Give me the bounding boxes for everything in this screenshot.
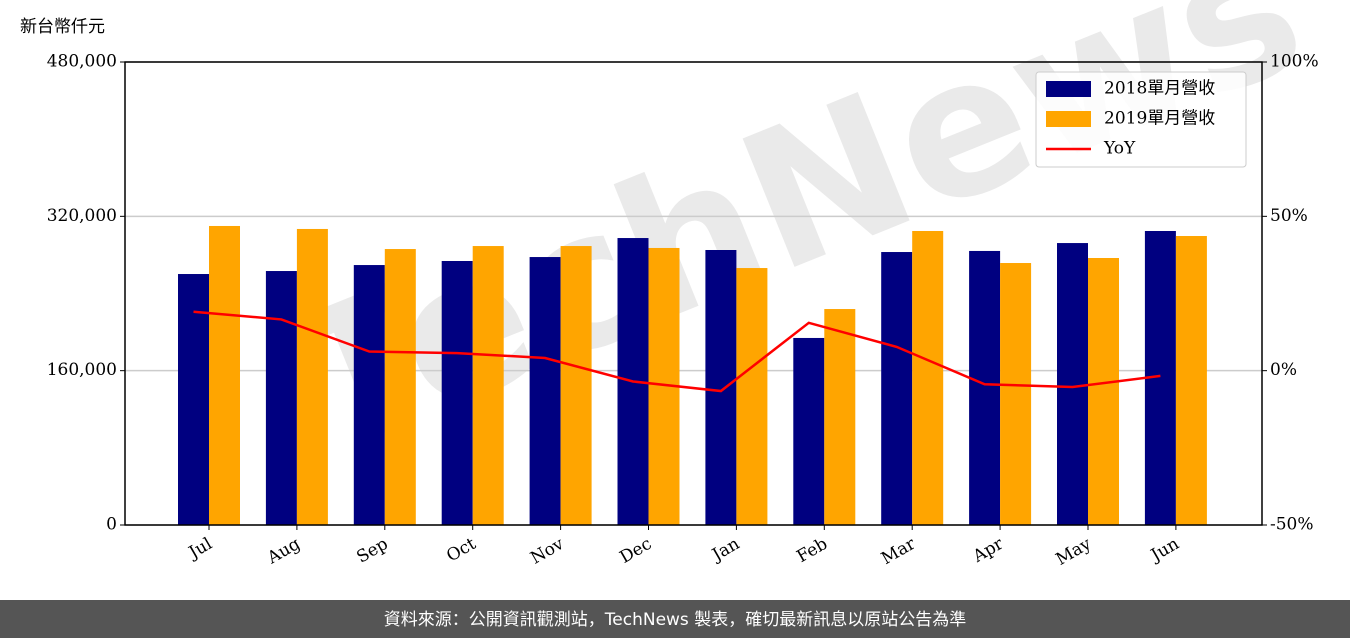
x-tick-label: Sep xyxy=(353,534,391,568)
y-tick-label: 160,000 xyxy=(47,360,117,380)
legend-label: 2018單月營收 xyxy=(1104,79,1215,99)
bar xyxy=(353,265,385,525)
x-tick-label: Dec xyxy=(616,534,655,568)
footer-bar xyxy=(0,600,1350,638)
bar xyxy=(881,252,913,525)
legend-swatch xyxy=(1046,81,1091,97)
footer: 資料來源：公開資訊觀測站，TechNews 製表，確切最新訊息以原站公告為準 xyxy=(384,610,966,630)
x-tick-label: Aug xyxy=(263,534,304,569)
line xyxy=(193,310,1161,393)
legend-label: YoY xyxy=(1103,139,1136,159)
bar xyxy=(384,249,416,525)
bar xyxy=(1057,243,1088,525)
bar xyxy=(296,228,328,526)
y2-tick-label: 100% xyxy=(1270,52,1319,72)
bar xyxy=(1000,263,1032,525)
bar xyxy=(560,246,592,526)
x-tick-label: Oct xyxy=(443,534,479,567)
y-tick-label: 320,000 xyxy=(47,206,117,226)
legend-label: 2019單月營收 xyxy=(1104,109,1215,129)
bar xyxy=(209,225,240,525)
bar xyxy=(1088,258,1119,525)
x-tick-label: Jul xyxy=(184,534,216,564)
bar xyxy=(705,249,737,525)
bar xyxy=(969,250,1001,526)
x-tick-label: Jan xyxy=(707,534,743,566)
bar xyxy=(529,257,561,525)
bar xyxy=(736,268,768,525)
y-tick-label: 0 xyxy=(106,515,117,535)
y-tick-label: 480,000 xyxy=(47,52,117,72)
bar xyxy=(265,271,297,525)
bar xyxy=(441,260,473,525)
x-tick-label: Nov xyxy=(527,534,567,569)
x-tick-label: Jun xyxy=(1146,534,1183,567)
x-tick-label: May xyxy=(1053,534,1096,570)
bar xyxy=(912,230,944,525)
bar xyxy=(824,309,856,525)
y2-tick-label: 0% xyxy=(1270,360,1297,380)
y2-tick-label: 50% xyxy=(1270,206,1308,226)
bar xyxy=(1175,236,1207,525)
bar xyxy=(178,274,209,525)
x-tick-label: Feb xyxy=(793,534,831,567)
y-axis-label: 新台幣仟元 xyxy=(20,17,105,37)
bar xyxy=(793,337,825,525)
x-tick-label: Apr xyxy=(969,533,1008,567)
y2-tick-label: -50% xyxy=(1270,515,1314,535)
plot-frame xyxy=(124,61,1263,526)
x-tick-label: Mar xyxy=(878,533,920,569)
bar xyxy=(472,246,504,526)
legend-swatch xyxy=(1046,111,1091,127)
